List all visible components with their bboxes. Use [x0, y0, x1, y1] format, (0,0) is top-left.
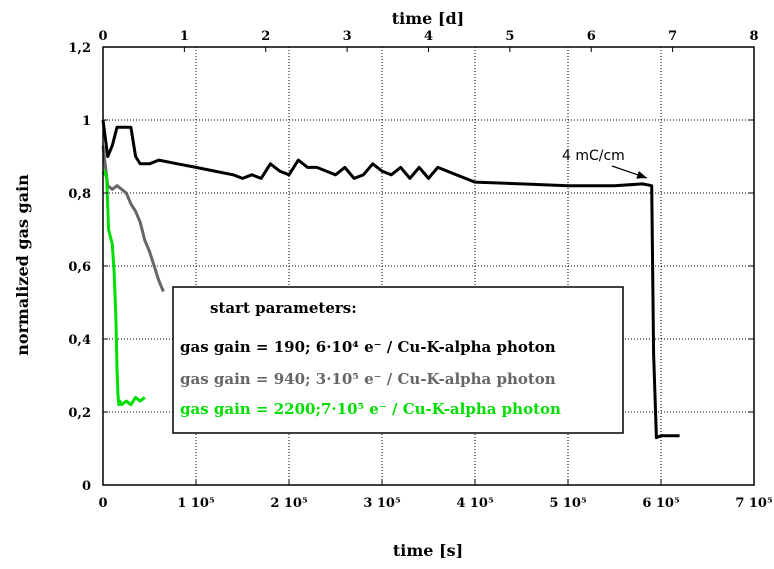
y-axis-title: normalized gas gain [13, 174, 32, 356]
x2-tick-label: 0 [98, 29, 107, 44]
x2-tick-labels: 0 1 2 3 4 5 6 7 8 [98, 29, 759, 52]
x2-axis-title: time [d] [392, 9, 464, 28]
y-tick-label: 1 [82, 114, 91, 129]
y-tick-label: 0,2 [68, 406, 91, 421]
x-tick-labels: 0 1 10⁵ 2 10⁵ 3 10⁵ 4 10⁵ 5 10⁵ 6 10⁵ 7 10⁵ [98, 480, 773, 511]
x2-tick-label: 4 [424, 29, 433, 44]
y-tick-label: 0,8 [68, 187, 91, 202]
series-line-3 [101, 169, 146, 407]
x2-tick-label: 8 [749, 29, 758, 44]
y-tick-label: 0,4 [68, 333, 91, 348]
series-line-2 [101, 145, 165, 293]
x2-tick-label: 6 [587, 29, 596, 44]
annotation: 4 mC/cm [562, 148, 648, 179]
legend-entry-2: gas gain = 940; 3·10⁵ e⁻ / Cu-K-alpha ph… [180, 370, 556, 388]
annotation-arrowhead [636, 171, 648, 179]
x-tick-label: 1 10⁵ [177, 496, 215, 511]
x2-tick-label: 2 [261, 29, 270, 44]
x-tick-label: 0 [98, 496, 107, 511]
x-tick-label: 3 10⁵ [363, 496, 401, 511]
y-tick-label: 0 [82, 479, 91, 494]
legend-entry-3: gas gain = 2200;7·10⁵ e⁻ / Cu-K-alpha ph… [180, 400, 561, 418]
x2-tick-label: 3 [343, 29, 352, 44]
annotation-label: 4 mC/cm [562, 148, 625, 164]
y-tick-labels: 0 0,2 0,4 0,6 0,8 1 1,2 [68, 41, 754, 494]
x-tick-label: 2 10⁵ [270, 496, 308, 511]
legend: start parameters: gas gain = 190; 6·10⁴ … [172, 286, 624, 434]
y-tick-label: 0,6 [68, 260, 91, 275]
x-tick-label: 7 10⁵ [735, 496, 773, 511]
legend-entry-1: gas gain = 190; 6·10⁴ e⁻ / Cu-K-alpha ph… [180, 338, 556, 356]
x2-tick-label: 5 [505, 29, 514, 44]
x-tick-label: 4 10⁵ [456, 496, 494, 511]
series-lines [101, 119, 680, 440]
legend-title: start parameters: [210, 299, 357, 317]
x-tick-label: 5 10⁵ [549, 496, 587, 511]
x-tick-label: 6 10⁵ [642, 496, 680, 511]
series-line-1 [101, 119, 680, 440]
x2-tick-label: 7 [668, 29, 677, 44]
legend-box [172, 286, 624, 434]
y-tick-label: 1,2 [68, 41, 91, 56]
x-axis-title: time [s] [393, 541, 463, 560]
x2-tick-label: 1 [180, 29, 189, 44]
